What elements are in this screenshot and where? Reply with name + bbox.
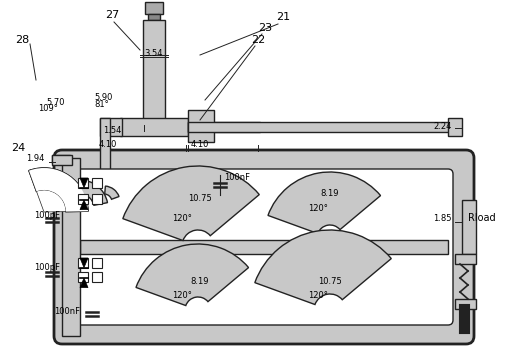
Text: 4.10: 4.10 — [99, 140, 117, 149]
Bar — [78, 210, 104, 218]
Bar — [52, 155, 72, 165]
Text: 120°: 120° — [172, 213, 192, 223]
Text: Rload: Rload — [468, 213, 496, 223]
Wedge shape — [105, 186, 119, 199]
FancyBboxPatch shape — [54, 150, 474, 344]
Wedge shape — [29, 168, 88, 212]
Text: 24: 24 — [11, 143, 25, 153]
Text: 1.85: 1.85 — [433, 213, 452, 223]
Bar — [455, 254, 476, 264]
Polygon shape — [80, 200, 88, 209]
Bar — [80, 240, 448, 254]
Wedge shape — [255, 230, 391, 305]
Bar — [78, 258, 88, 268]
Bar — [148, 14, 160, 20]
Text: 8.19: 8.19 — [191, 277, 209, 286]
Bar — [92, 272, 102, 282]
Text: 8.19: 8.19 — [321, 189, 339, 198]
Text: 100nF: 100nF — [54, 308, 80, 316]
Text: 21: 21 — [276, 12, 290, 22]
Text: 1.54: 1.54 — [103, 126, 121, 135]
Wedge shape — [79, 180, 107, 205]
Bar — [120, 118, 188, 136]
Text: 2.24: 2.24 — [434, 121, 452, 131]
Polygon shape — [80, 278, 88, 287]
Text: 28: 28 — [15, 35, 29, 45]
Polygon shape — [80, 178, 88, 188]
Bar — [462, 200, 476, 254]
Text: 22: 22 — [251, 35, 265, 45]
Bar — [100, 118, 110, 214]
Bar — [448, 118, 462, 136]
Polygon shape — [80, 258, 88, 267]
Text: 5.90: 5.90 — [95, 92, 113, 102]
Bar — [92, 194, 102, 204]
Wedge shape — [123, 166, 259, 241]
Text: 109°: 109° — [38, 103, 58, 112]
Text: 1.94: 1.94 — [26, 154, 44, 163]
Wedge shape — [136, 244, 248, 306]
Bar — [455, 299, 476, 309]
Text: 120°: 120° — [172, 290, 192, 300]
Bar — [78, 178, 88, 188]
Bar — [188, 122, 260, 132]
Bar — [188, 122, 458, 132]
Bar — [78, 272, 88, 282]
Text: 3.54: 3.54 — [145, 48, 163, 58]
Wedge shape — [268, 172, 381, 233]
Text: 100pF: 100pF — [34, 263, 60, 272]
Text: 23: 23 — [258, 23, 272, 33]
Wedge shape — [29, 168, 88, 212]
Bar — [143, 20, 165, 120]
Text: 120°: 120° — [308, 290, 328, 300]
Bar — [62, 158, 80, 336]
Wedge shape — [36, 190, 66, 212]
Text: 100nF: 100nF — [224, 173, 250, 182]
Bar — [52, 155, 70, 163]
Text: 5.70: 5.70 — [47, 97, 65, 106]
Bar — [92, 178, 102, 188]
Wedge shape — [29, 168, 88, 212]
Text: 4.10: 4.10 — [191, 140, 209, 149]
FancyBboxPatch shape — [75, 169, 453, 325]
Text: 27: 27 — [105, 10, 119, 20]
Bar — [78, 194, 88, 204]
Bar — [145, 2, 163, 14]
Bar — [100, 118, 122, 136]
Text: 100pF: 100pF — [34, 211, 60, 219]
Bar — [92, 258, 102, 268]
Text: 10.75: 10.75 — [188, 194, 212, 203]
Bar — [188, 110, 214, 142]
Text: 120°: 120° — [308, 203, 328, 213]
Text: 81°: 81° — [95, 100, 109, 108]
Text: 10.75: 10.75 — [318, 277, 342, 286]
